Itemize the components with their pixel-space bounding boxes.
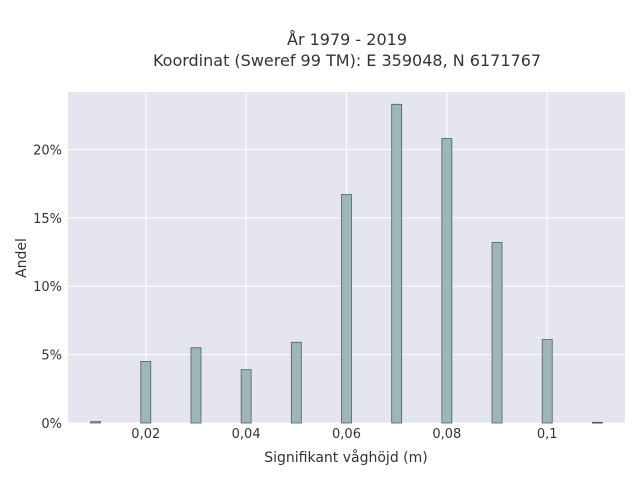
- bar-1: [140, 361, 152, 424]
- bar-8: [491, 242, 503, 424]
- bar-4: [290, 341, 302, 424]
- bar-10: [592, 421, 603, 424]
- y-tick-label-1: 5%: [41, 349, 62, 364]
- bar-6: [391, 103, 403, 424]
- chart-title-line-1: År 1979 - 2019: [287, 30, 407, 49]
- bars: [90, 103, 603, 424]
- bar-0: [90, 421, 101, 424]
- x-axis-label: Signifikant våghöjd (m): [264, 449, 427, 466]
- y-axis-label: Andel: [14, 238, 30, 278]
- x-tick-label-2: 0,06: [332, 427, 361, 442]
- y-tick-label-3: 15%: [33, 212, 62, 227]
- x-tick-label-1: 0,04: [232, 427, 261, 442]
- y-axis-ticks: 0% 5% 10% 15% 20%: [33, 143, 62, 432]
- x-tick-label-4: 0,1: [537, 427, 558, 442]
- chart-title-line-2: Koordinat (Sweref 99 TM): E 359048, N 61…: [153, 51, 541, 70]
- y-tick-label-2: 10%: [33, 280, 62, 295]
- x-tick-label-0: 0,02: [131, 427, 160, 442]
- bar-3: [240, 369, 252, 424]
- x-axis-ticks: 0,02 0,04 0,06 0,08 0,1: [131, 427, 557, 442]
- y-tick-label-0: 0%: [41, 417, 62, 432]
- bar-2: [190, 347, 202, 424]
- bar-7: [441, 138, 453, 424]
- bar-9: [541, 339, 553, 424]
- bar-5: [341, 194, 352, 424]
- x-tick-label-3: 0,08: [432, 427, 461, 442]
- y-tick-label-4: 20%: [33, 143, 62, 158]
